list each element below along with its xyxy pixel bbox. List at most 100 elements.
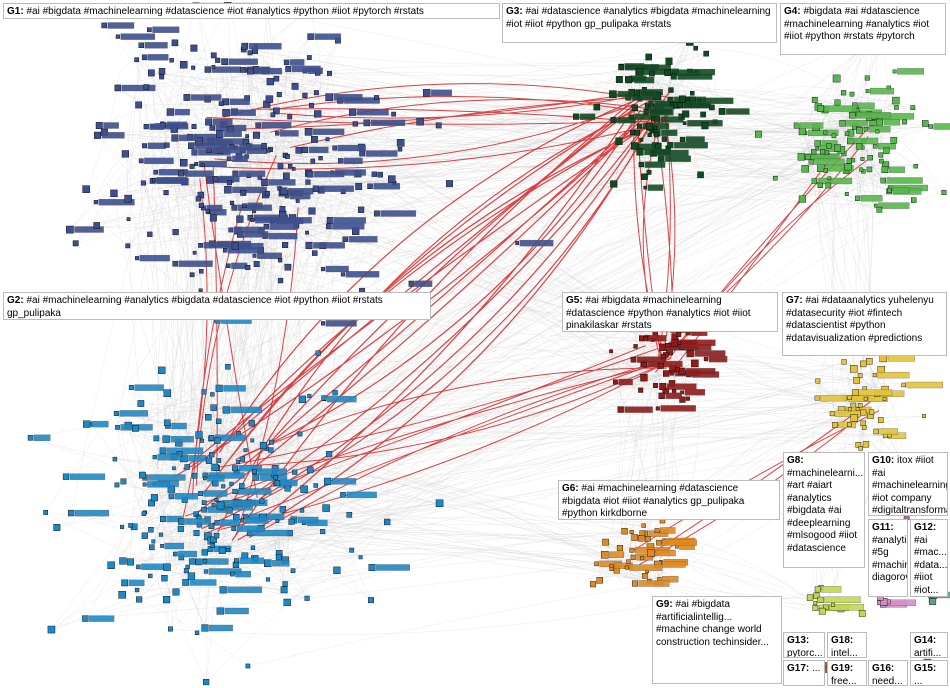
network-node[interactable] bbox=[397, 139, 404, 146]
network-node[interactable] bbox=[214, 438, 220, 444]
network-node[interactable] bbox=[206, 458, 212, 464]
network-node[interactable] bbox=[594, 104, 600, 110]
network-node[interactable] bbox=[292, 470, 297, 475]
network-node[interactable] bbox=[638, 535, 644, 541]
network-node[interactable] bbox=[879, 153, 884, 158]
network-node[interactable] bbox=[232, 527, 236, 531]
network-node[interactable] bbox=[151, 494, 158, 501]
network-node[interactable] bbox=[232, 205, 237, 210]
network-node[interactable] bbox=[83, 186, 90, 193]
group-label-g6[interactable]: G6: #ai #machinelearning #datascience #b… bbox=[558, 480, 780, 520]
network-node[interactable] bbox=[610, 564, 613, 567]
group-label-g2[interactable]: G2: #ai #machinelearning #analytics #big… bbox=[3, 292, 431, 320]
network-node[interactable] bbox=[826, 183, 831, 188]
network-node[interactable] bbox=[242, 553, 248, 559]
network-node[interactable] bbox=[237, 460, 240, 463]
network-node[interactable] bbox=[306, 242, 313, 249]
network-node[interactable] bbox=[252, 209, 255, 212]
network-node[interactable] bbox=[879, 159, 883, 163]
network-node[interactable] bbox=[337, 98, 343, 104]
network-node[interactable] bbox=[215, 58, 220, 63]
network-node[interactable] bbox=[283, 153, 288, 158]
network-node[interactable] bbox=[253, 66, 259, 72]
network-node[interactable] bbox=[655, 528, 659, 532]
network-node[interactable] bbox=[260, 442, 267, 449]
network-node[interactable] bbox=[136, 102, 142, 108]
network-node[interactable] bbox=[378, 172, 383, 177]
network-node[interactable] bbox=[847, 138, 853, 144]
network-node[interactable] bbox=[663, 371, 669, 377]
network-node[interactable] bbox=[246, 265, 251, 270]
network-node[interactable] bbox=[639, 336, 644, 341]
network-node[interactable] bbox=[299, 396, 306, 403]
network-node[interactable] bbox=[197, 516, 201, 520]
network-node[interactable] bbox=[241, 519, 244, 522]
network-node[interactable] bbox=[198, 243, 202, 247]
network-node[interactable] bbox=[199, 269, 203, 273]
network-node[interactable] bbox=[222, 99, 228, 105]
network-node[interactable] bbox=[94, 222, 100, 228]
network-node[interactable] bbox=[446, 180, 453, 187]
network-node[interactable] bbox=[369, 564, 376, 571]
network-node[interactable] bbox=[216, 131, 223, 138]
network-node[interactable] bbox=[314, 484, 318, 488]
network-node[interactable] bbox=[302, 147, 308, 153]
network-node[interactable] bbox=[372, 172, 377, 177]
network-node[interactable] bbox=[143, 511, 146, 514]
network-node[interactable] bbox=[852, 110, 858, 116]
network-node[interactable] bbox=[851, 158, 855, 162]
network-node[interactable] bbox=[280, 188, 287, 195]
network-node[interactable] bbox=[94, 132, 101, 139]
network-node[interactable] bbox=[305, 596, 310, 601]
network-node[interactable] bbox=[929, 125, 933, 129]
network-node[interactable] bbox=[819, 608, 825, 614]
network-node[interactable] bbox=[164, 564, 171, 571]
network-node[interactable] bbox=[263, 101, 270, 108]
network-node[interactable] bbox=[241, 67, 246, 72]
network-node[interactable] bbox=[350, 548, 354, 552]
network-node[interactable] bbox=[845, 192, 848, 195]
network-node[interactable] bbox=[859, 446, 863, 450]
network-node[interactable] bbox=[869, 410, 874, 415]
network-node[interactable] bbox=[417, 118, 424, 125]
network-node[interactable] bbox=[192, 124, 197, 129]
network-node[interactable] bbox=[878, 366, 885, 373]
network-node[interactable] bbox=[289, 215, 296, 222]
network-node[interactable] bbox=[183, 579, 189, 585]
network-node[interactable] bbox=[819, 585, 824, 590]
network-node[interactable] bbox=[207, 148, 212, 153]
network-node[interactable] bbox=[641, 361, 647, 367]
network-node[interactable] bbox=[675, 545, 678, 548]
network-node[interactable] bbox=[254, 44, 258, 48]
network-node[interactable] bbox=[864, 127, 868, 131]
network-node[interactable] bbox=[333, 390, 338, 395]
network-node[interactable] bbox=[663, 539, 668, 544]
network-node[interactable] bbox=[234, 559, 238, 563]
network-node[interactable] bbox=[219, 102, 223, 106]
network-node[interactable] bbox=[865, 76, 870, 81]
network-node[interactable] bbox=[880, 601, 886, 607]
network-node[interactable] bbox=[251, 439, 254, 442]
network-node[interactable] bbox=[314, 90, 319, 95]
network-node[interactable] bbox=[942, 190, 947, 195]
network-node[interactable] bbox=[835, 100, 840, 105]
network-node[interactable] bbox=[212, 464, 219, 471]
network-node[interactable] bbox=[283, 582, 288, 587]
network-node[interactable] bbox=[648, 133, 652, 137]
network-node[interactable] bbox=[319, 156, 323, 160]
network-node[interactable] bbox=[690, 91, 694, 95]
network-node[interactable] bbox=[719, 108, 725, 114]
network-node[interactable] bbox=[269, 448, 274, 453]
network-node[interactable] bbox=[676, 332, 681, 337]
network-node[interactable] bbox=[840, 120, 846, 126]
network-node[interactable] bbox=[173, 589, 179, 595]
network-node[interactable] bbox=[216, 385, 223, 392]
network-node[interactable] bbox=[54, 524, 61, 531]
network-node[interactable] bbox=[858, 373, 862, 377]
network-node[interactable] bbox=[670, 366, 677, 373]
network-node[interactable] bbox=[668, 142, 674, 148]
network-node[interactable] bbox=[641, 362, 646, 367]
network-node[interactable] bbox=[824, 153, 830, 159]
network-node[interactable] bbox=[887, 433, 891, 437]
network-node[interactable] bbox=[423, 89, 430, 96]
